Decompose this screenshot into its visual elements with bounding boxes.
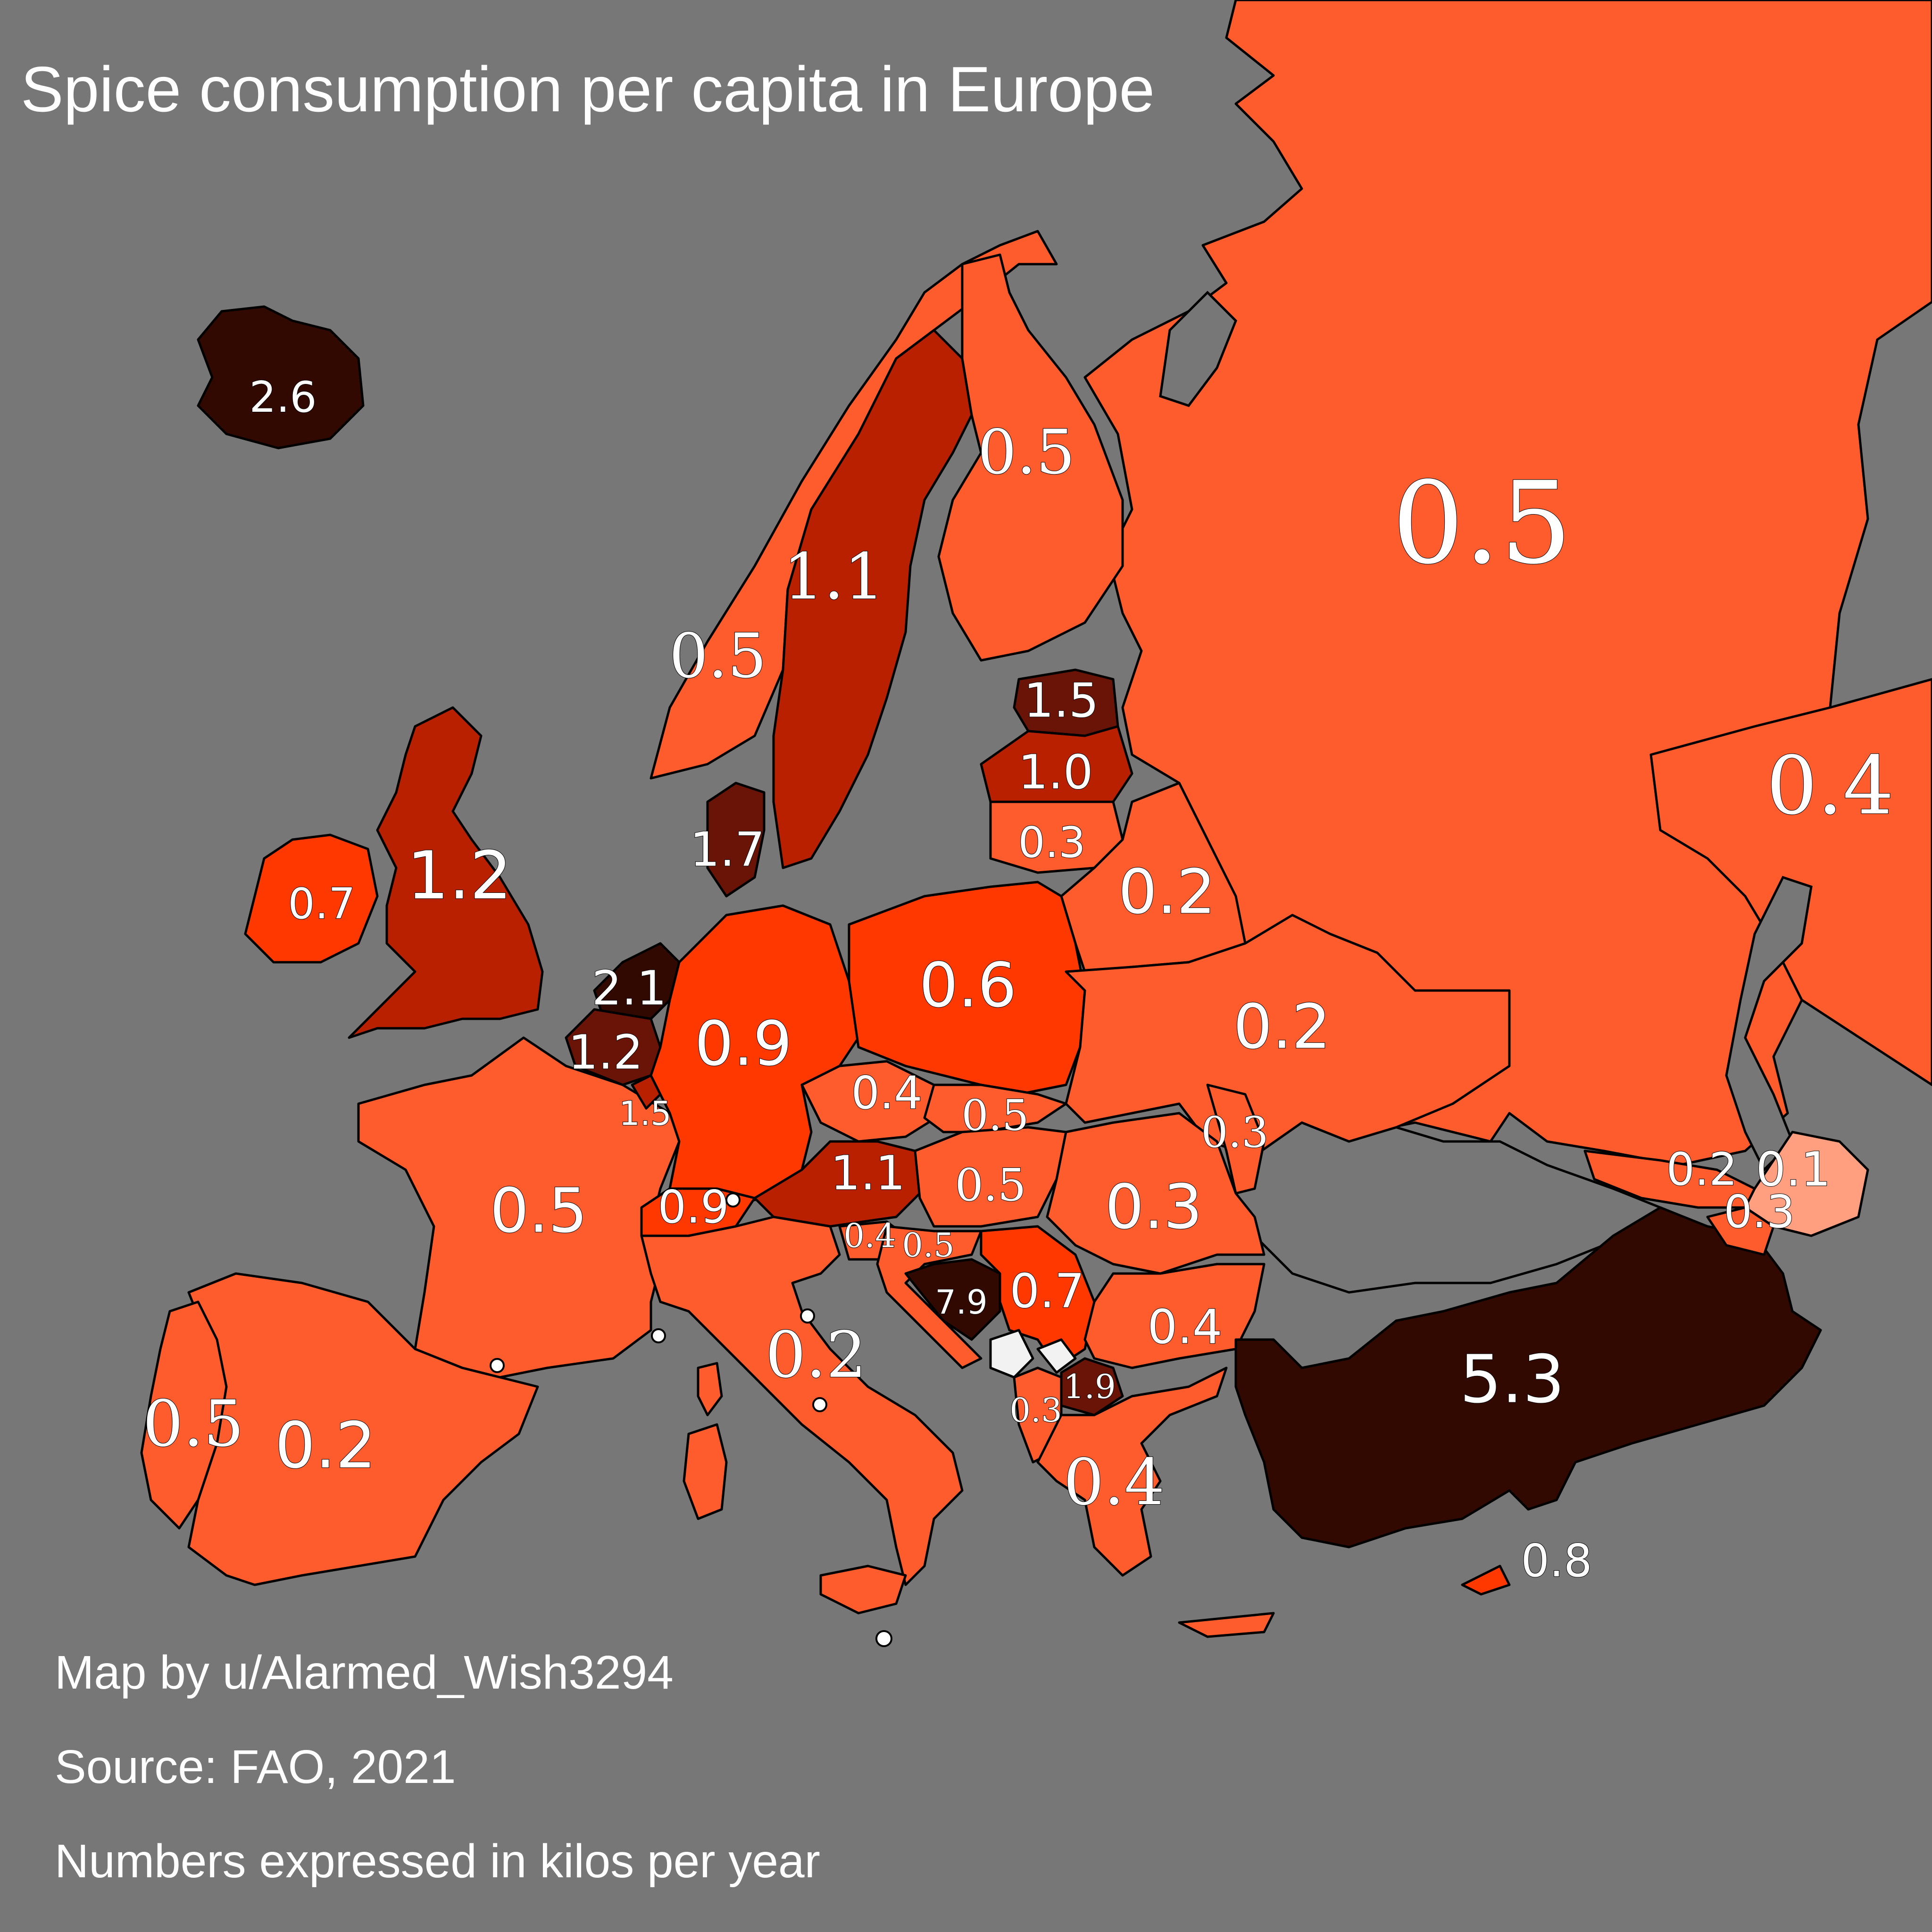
romania-label: 0.3: [1105, 1171, 1203, 1243]
russia-label: 0.5: [1392, 457, 1572, 589]
armenia-shape: [1706, 1206, 1775, 1256]
slovakia-shape: [923, 1083, 1067, 1133]
norway-label: 0.5: [669, 620, 767, 692]
lithuania-label: 0.3: [1018, 818, 1085, 867]
units-note: Numbers expressed in kilos per year: [55, 1835, 820, 1888]
malta-dot: [875, 1630, 892, 1647]
iceland-label: 2.6: [249, 373, 316, 422]
ireland-shape: [244, 833, 379, 964]
ireland-label: 0.7: [288, 879, 355, 929]
cyprus-shape: [1461, 1565, 1511, 1596]
denmark-label: 1.7: [690, 822, 765, 877]
bosnia-label: 7.9: [935, 1283, 987, 1322]
portugal-label: 0.5: [143, 1387, 244, 1461]
crete-shape: [1178, 1612, 1275, 1638]
germany-label: 0.9: [695, 1008, 792, 1080]
slovenia-label: 0.4: [843, 1216, 896, 1255]
greece-label: 0.4: [1064, 1445, 1165, 1519]
belgium-label: 1.2: [568, 1024, 643, 1080]
azerbaijan-label: 0.1: [1756, 1141, 1831, 1197]
bulgaria-label: 0.4: [1147, 1299, 1222, 1354]
poland-label: 0.6: [919, 949, 1017, 1021]
estonia-label: 1.5: [1024, 673, 1099, 728]
source-text: Source: FAO, 2021: [55, 1740, 456, 1793]
moldova-shape: [1206, 1083, 1266, 1195]
italy-label: 0.2: [766, 1318, 867, 1392]
luxembourg-label: 1.5: [619, 1094, 671, 1133]
france-label: 0.5: [490, 1175, 588, 1247]
georgia-label: 0.2: [1666, 1144, 1737, 1196]
france-shape: [357, 1036, 681, 1379]
azerbaijan-shape: [1744, 1131, 1869, 1237]
turkey-label: 5.3: [1460, 1341, 1565, 1418]
sweden-shape: [772, 329, 973, 869]
ukraine-label: 0.2: [1233, 991, 1331, 1063]
kazakhstan-label: 0.4: [1766, 739, 1894, 833]
finland-label: 0.5: [978, 416, 1075, 488]
cyprus-label: 0.8: [1521, 1535, 1592, 1587]
vatican-dot: [812, 1397, 827, 1412]
ukraine-shape: [1065, 914, 1511, 1157]
latvia-label: 1.0: [1018, 744, 1093, 799]
switzerland-label: 0.9: [658, 1182, 729, 1233]
portugal-shape: [140, 1300, 228, 1530]
turkey-shape: [1234, 1206, 1822, 1549]
netherlands-label: 2.1: [591, 960, 666, 1016]
page-title: Spice consumption per capita in Europe: [21, 53, 1155, 125]
montenegro-shape: [989, 1329, 1034, 1379]
sardinia-shape: [683, 1423, 728, 1520]
spain-label: 0.2: [275, 1408, 376, 1482]
liechtenstein-dot: [725, 1192, 741, 1208]
sweden-label: 1.1: [783, 540, 885, 614]
croatia-label: 0.5: [902, 1226, 954, 1265]
romania-shape: [1046, 1112, 1266, 1275]
armenia-label: 0.3: [1724, 1186, 1795, 1238]
corsica-shape: [697, 1362, 723, 1416]
iceland-shape: [197, 305, 365, 450]
monaco-dot: [651, 1328, 666, 1343]
hungary-shape: [914, 1126, 1067, 1228]
serbia-label: 0.7: [1009, 1263, 1084, 1318]
finland-shape: [937, 253, 1124, 662]
slovakia-label: 0.5: [961, 1091, 1029, 1140]
italy-shape: [640, 1216, 964, 1586]
greece-shape: [1036, 1366, 1228, 1577]
kosovo-shape: [1036, 1338, 1077, 1374]
austria-label: 1.1: [830, 1145, 905, 1200]
white-sea: [1159, 291, 1237, 407]
north-macedonia-label: 1.9: [1063, 1367, 1116, 1406]
albania-label: 0.3: [1009, 1391, 1062, 1430]
denmark-shape: [706, 782, 766, 898]
andorra-dot: [490, 1358, 505, 1373]
czechia-label: 0.4: [851, 1067, 922, 1119]
hungary-label: 0.5: [955, 1159, 1026, 1211]
belarus-label: 0.2: [1118, 856, 1216, 928]
credit-text: Map by u/Alarmed_Wish3294: [55, 1646, 674, 1699]
uk-label: 1.2: [407, 838, 512, 915]
moldova-label: 0.3: [1201, 1108, 1268, 1157]
uk-shape: [348, 706, 544, 1039]
san-marino-dot: [800, 1308, 815, 1324]
bulgaria-shape: [1083, 1263, 1266, 1369]
sicily-shape: [819, 1565, 907, 1615]
